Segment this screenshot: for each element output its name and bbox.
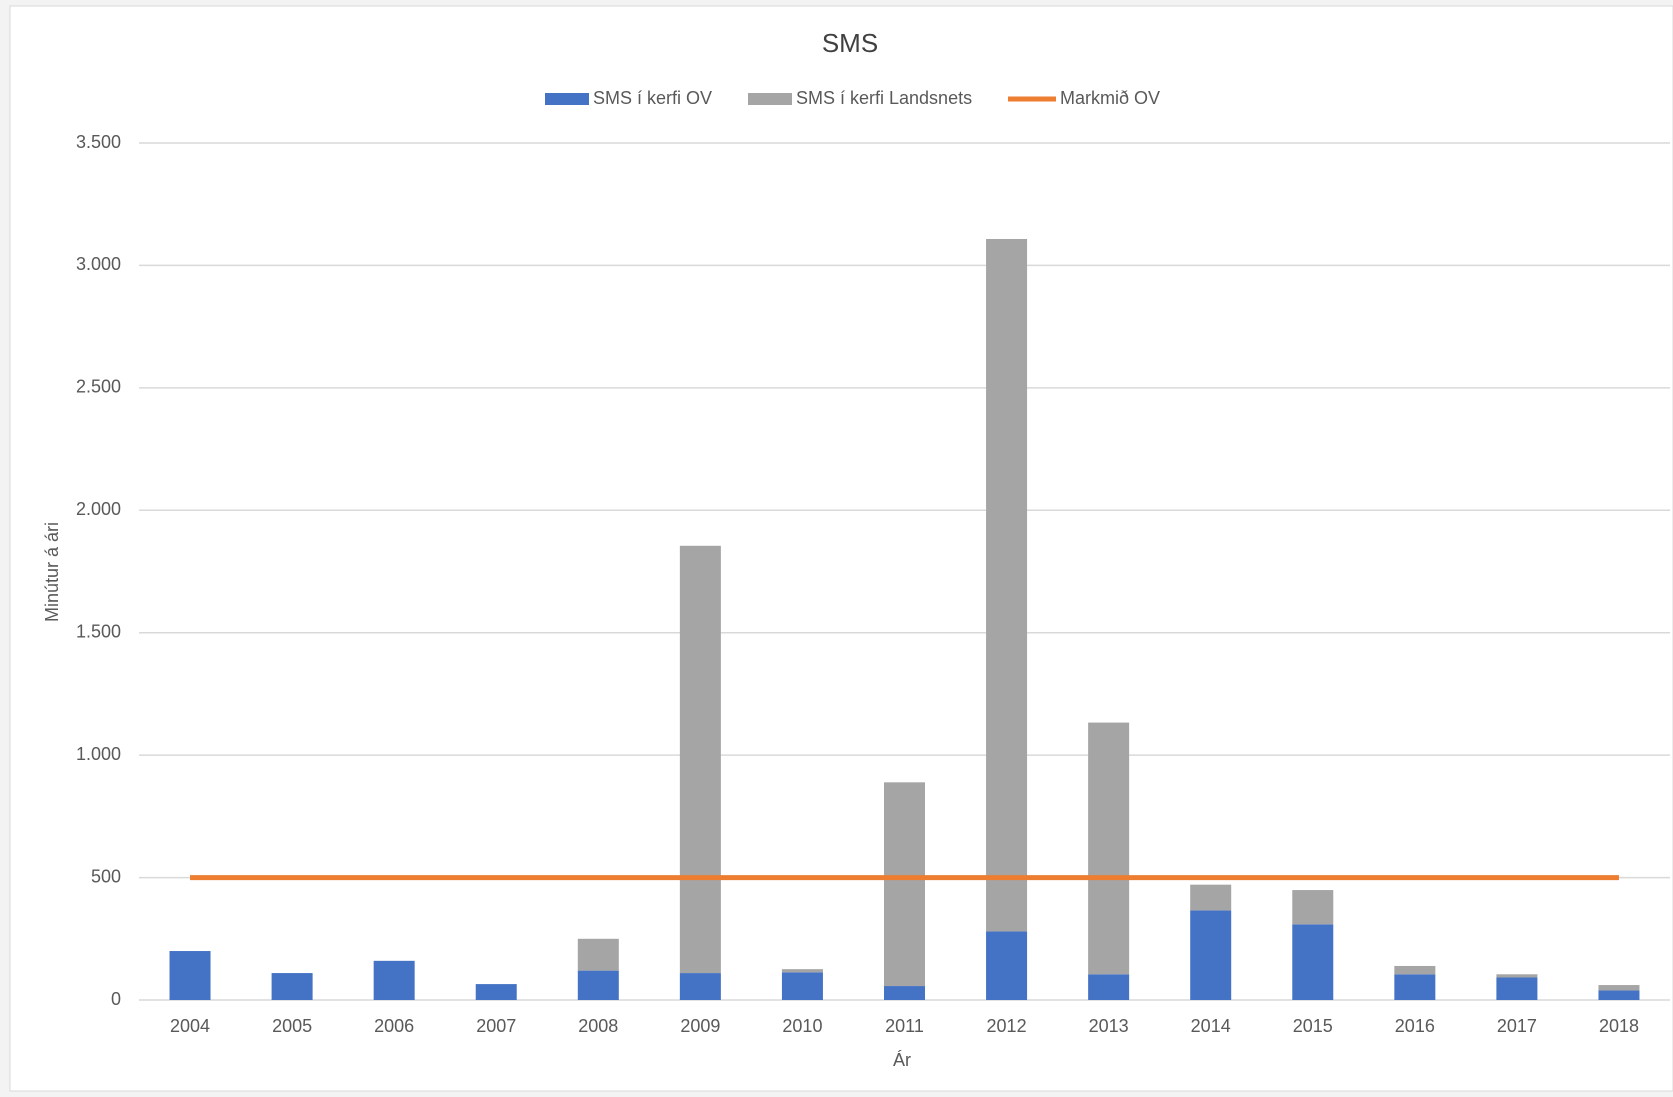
bar [781, 969, 823, 973]
x-tick-label: 2015 [1293, 1016, 1333, 1036]
y-tick-label: 1.500 [76, 621, 121, 641]
x-tick-label: 2014 [1191, 1016, 1231, 1036]
y-tick-label: 3.000 [76, 254, 121, 274]
bar [884, 782, 925, 987]
x-tick-label: 2005 [272, 1016, 312, 1036]
chart-area [9, 5, 1673, 1092]
bar [475, 984, 517, 1000]
bar [271, 973, 313, 1000]
y-tick-label: 2.500 [76, 377, 121, 397]
legend-swatch [748, 93, 792, 105]
x-tick-label: 2017 [1497, 1016, 1537, 1036]
bar [577, 938, 619, 971]
x-tick-label: 2004 [170, 1016, 210, 1036]
bar [169, 951, 211, 1000]
bar [373, 960, 415, 1000]
x-tick-label: 2016 [1395, 1016, 1435, 1036]
bar [1496, 977, 1538, 1000]
legend-swatch [545, 93, 589, 105]
bar [986, 931, 1028, 1000]
y-axis-label: Minútur á ári [42, 522, 62, 622]
y-tick-label: 3.500 [76, 132, 121, 152]
x-tick-label: 2006 [374, 1016, 414, 1036]
bar [577, 970, 619, 1000]
x-tick-label: 2018 [1599, 1016, 1639, 1036]
bar [679, 545, 721, 974]
x-tick-label: 2011 [885, 1016, 924, 1036]
x-axis-label: Ár [893, 1050, 911, 1070]
x-tick-label: 2010 [782, 1016, 822, 1036]
bar [986, 238, 1028, 932]
x-tick-label: 2012 [987, 1016, 1027, 1036]
x-tick-label: 2009 [680, 1016, 720, 1036]
bar [1190, 884, 1232, 911]
bar [1292, 890, 1334, 925]
bar [1394, 974, 1436, 1000]
x-tick-label: 2007 [476, 1016, 516, 1036]
chart-title: SMS [822, 28, 878, 58]
bar [1394, 965, 1436, 975]
bar [1496, 974, 1538, 978]
y-tick-label: 1.000 [76, 744, 121, 764]
bar [884, 986, 925, 1000]
x-tick-label: 2013 [1089, 1016, 1129, 1036]
legend-label: Markmið OV [1060, 88, 1160, 108]
bar [1292, 924, 1334, 1000]
y-tick-label: 500 [91, 866, 121, 886]
x-tick-label: 2008 [578, 1016, 618, 1036]
y-tick-label: 2.000 [76, 499, 121, 519]
bar [1598, 985, 1640, 991]
bar [1190, 910, 1232, 1000]
legend-label: SMS í kerfi Landsnets [796, 88, 972, 108]
y-tick-label: 0 [111, 989, 121, 1009]
bar [679, 973, 721, 1000]
bar [1598, 990, 1640, 1000]
bar [1088, 974, 1130, 1000]
bar [1088, 722, 1130, 975]
bar [781, 972, 823, 1000]
legend-label: SMS í kerfi OV [593, 88, 712, 108]
